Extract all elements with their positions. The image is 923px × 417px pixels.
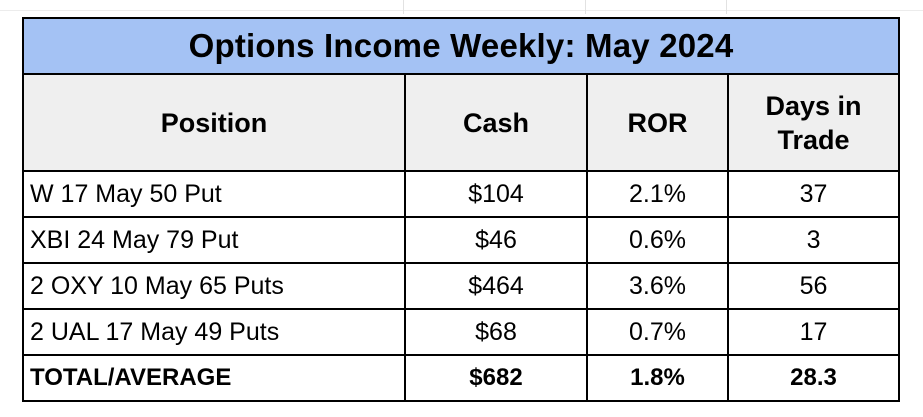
sheet-gridline <box>726 0 727 14</box>
total-cash[interactable]: $682 <box>404 354 588 402</box>
cell-days[interactable]: 37 <box>726 170 901 218</box>
total-row: TOTAL/AVERAGE $682 1.8% 28.3 <box>22 354 901 402</box>
header-row: Position Cash ROR Days in Trade <box>22 73 901 172</box>
cell-days[interactable]: 17 <box>726 308 901 356</box>
header-days-line1: Days in <box>765 90 862 121</box>
cell-position[interactable]: XBI 24 May 79 Put <box>22 216 406 264</box>
cell-ror[interactable]: 2.1% <box>586 170 729 218</box>
cell-ror[interactable]: 0.7% <box>586 308 729 356</box>
table-row: W 17 May 50 Put $104 2.1% 37 <box>22 170 901 218</box>
options-income-table: Options Income Weekly: May 2024 Position… <box>21 17 901 402</box>
cell-position[interactable]: W 17 May 50 Put <box>22 170 406 218</box>
cell-cash[interactable]: $46 <box>404 216 588 264</box>
header-position[interactable]: Position <box>22 73 406 172</box>
header-days-in-trade[interactable]: Days in Trade <box>726 73 901 172</box>
cell-cash[interactable]: $68 <box>404 308 588 356</box>
header-days-line2: Trade <box>777 124 850 155</box>
sheet-gridline <box>0 10 923 11</box>
header-ror[interactable]: ROR <box>586 73 729 172</box>
cell-cash[interactable]: $464 <box>404 262 588 310</box>
cell-ror[interactable]: 3.6% <box>586 262 729 310</box>
table-row: XBI 24 May 79 Put $46 0.6% 3 <box>22 216 901 264</box>
cell-days[interactable]: 56 <box>726 262 901 310</box>
table-title[interactable]: Options Income Weekly: May 2024 <box>21 17 901 75</box>
cell-days[interactable]: 3 <box>726 216 901 264</box>
table-row: 2 OXY 10 May 65 Puts $464 3.6% 56 <box>22 262 901 310</box>
cell-position[interactable]: 2 UAL 17 May 49 Puts <box>22 308 406 356</box>
cell-ror[interactable]: 0.6% <box>586 216 729 264</box>
header-cash[interactable]: Cash <box>404 73 588 172</box>
total-days[interactable]: 28.3 <box>726 354 901 402</box>
sheet-gridline <box>585 0 586 14</box>
cell-position[interactable]: 2 OXY 10 May 65 Puts <box>22 262 406 310</box>
total-ror[interactable]: 1.8% <box>586 354 729 402</box>
title-row: Options Income Weekly: May 2024 <box>21 17 901 75</box>
sheet-gridline <box>403 0 404 14</box>
cell-cash[interactable]: $104 <box>404 170 588 218</box>
table-row: 2 UAL 17 May 49 Puts $68 0.7% 17 <box>22 308 901 356</box>
total-label[interactable]: TOTAL/AVERAGE <box>22 354 406 402</box>
